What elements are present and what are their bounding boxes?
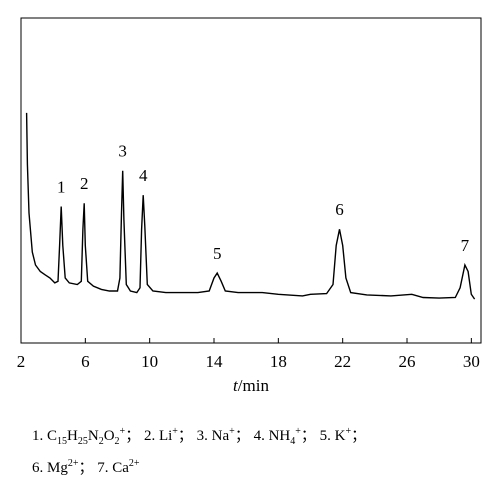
caption-text: ； 3. Na [177, 428, 230, 444]
peak-label: 3 [118, 142, 127, 161]
x-tick-label: 14 [206, 352, 224, 371]
caption-text: + [295, 426, 301, 437]
x-axis-label: t/min [233, 376, 269, 395]
caption-text: 1. C [32, 428, 58, 444]
caption-text: 2+ [128, 458, 140, 469]
caption-text: H [67, 428, 78, 444]
caption-text: 2+ [67, 458, 79, 469]
caption-line: 1. C15H25N2O2+； 2. Li+； 3. Na+； 4. NH4+；… [32, 422, 366, 452]
peak-label: 2 [80, 174, 89, 193]
x-tick-label: 6 [81, 352, 90, 371]
caption-text: + [229, 426, 235, 437]
caption-text: ； 2. Li [125, 428, 173, 444]
caption-text: ； 7. Ca [78, 460, 129, 476]
x-tick-label: 10 [141, 352, 158, 371]
caption-line: 6. Mg2+； 7. Ca2+ [32, 454, 140, 478]
x-axis-var: t [233, 376, 239, 395]
caption-text: 6. Mg [32, 460, 68, 476]
peak-label: 7 [461, 236, 470, 255]
caption-text: O [103, 428, 115, 444]
peak-label: 1 [57, 177, 66, 196]
x-tick-label: 2 [17, 352, 26, 371]
caption-text: 4 [290, 436, 296, 447]
caption-text: + [172, 426, 178, 437]
caption-text: ； [351, 428, 367, 444]
caption-text: 2 [114, 436, 120, 447]
caption-text: + [345, 426, 352, 437]
caption-text: 15 [57, 436, 68, 447]
peak-label: 6 [335, 200, 344, 219]
caption-text: + [119, 426, 126, 437]
caption-text: ； 5. K [300, 428, 346, 444]
peak-label: 5 [213, 244, 222, 263]
plot-frame [20, 17, 482, 344]
caption-text: ； 4. NH [234, 428, 291, 444]
x-tick-label: 18 [270, 352, 287, 371]
trace [25, 112, 476, 300]
caption-text: 25 [77, 436, 88, 447]
caption-text: 2 [98, 436, 104, 447]
x-axis-unit: /min [238, 376, 270, 395]
x-tick-label: 26 [399, 352, 416, 371]
caption-text: N [87, 428, 99, 444]
peak-label: 4 [139, 166, 148, 185]
x-tick-label: 22 [334, 352, 351, 371]
x-tick-label: 30 [463, 352, 480, 371]
